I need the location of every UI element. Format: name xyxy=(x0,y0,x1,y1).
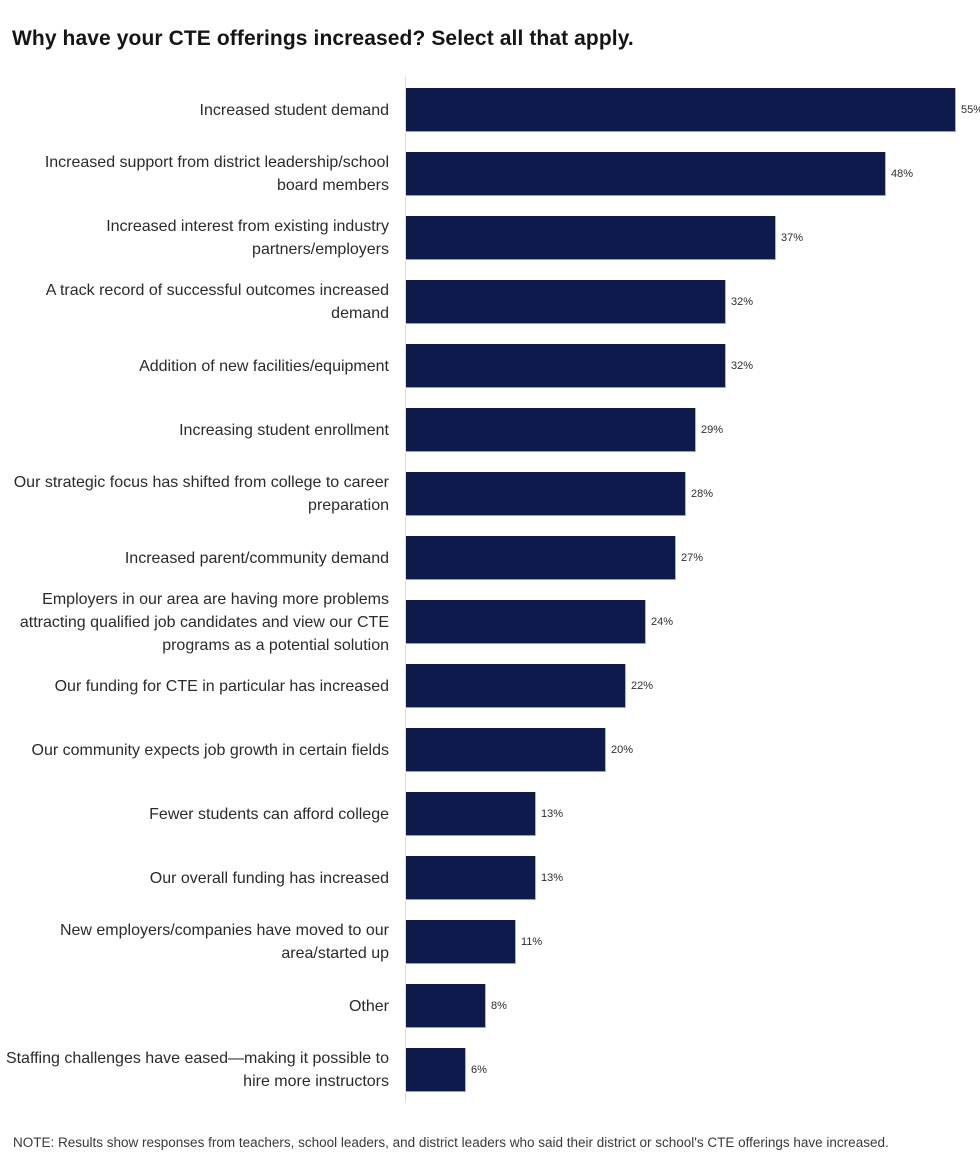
bar xyxy=(406,344,726,388)
value-label: 32% xyxy=(731,360,754,372)
bar-row: A track record of successful outcomes in… xyxy=(0,270,980,334)
category-label: Our overall funding has increased xyxy=(149,869,389,887)
value-label: 27% xyxy=(681,552,704,564)
bar xyxy=(406,664,626,708)
bar-row: Employers in our area are having more pr… xyxy=(0,590,980,654)
bar xyxy=(406,600,646,644)
bar xyxy=(406,152,886,196)
value-label: 11% xyxy=(521,936,543,948)
category-label: Other xyxy=(348,997,389,1015)
bar xyxy=(406,280,726,324)
bar-row: Staffing challenges have eased—making it… xyxy=(0,1038,980,1102)
value-label: 32% xyxy=(731,296,754,308)
note-text: NOTE: Results show responses from teache… xyxy=(13,1135,889,1150)
category-label: New employers/companies have moved to ou… xyxy=(59,922,389,962)
value-label: 55% xyxy=(961,104,980,116)
bar xyxy=(406,472,686,516)
category-label: Employers in our area are having more pr… xyxy=(19,590,389,654)
bar-row: New employers/companies have moved to ou… xyxy=(0,910,980,974)
bar-row: Increased interest from existing industr… xyxy=(0,206,980,270)
bar-row: Increased student demand 55% xyxy=(0,78,980,142)
bar-cell: 32% xyxy=(406,334,980,398)
bar xyxy=(406,792,536,836)
value-label: 13% xyxy=(541,808,564,820)
bar-row: Increased support from district leadersh… xyxy=(0,142,980,206)
bar-row: Increasing student enrollment 29% xyxy=(0,398,980,462)
value-label: 28% xyxy=(691,488,714,500)
category-label: Our funding for CTE in particular has in… xyxy=(54,677,389,695)
bar xyxy=(406,536,676,580)
category-label: Addition of new facilities/equipment xyxy=(139,357,389,375)
bar-cell: 24% xyxy=(406,590,980,654)
bar-cell: 20% xyxy=(406,718,980,782)
value-label: 37% xyxy=(781,232,804,244)
bar-cell: 37% xyxy=(406,206,980,270)
bar xyxy=(406,856,536,900)
value-label: 24% xyxy=(651,616,674,628)
category-label: Increasing student enrollment xyxy=(179,421,389,439)
bar-row: Our strategic focus has shifted from col… xyxy=(0,462,980,526)
bar xyxy=(406,1048,466,1092)
value-label: 8% xyxy=(491,1000,507,1012)
bar-cell: 55% xyxy=(406,78,980,142)
bar xyxy=(406,408,696,452)
category-label: A track record of successful outcomes in… xyxy=(45,282,389,322)
category-label: Our community expects job growth in cert… xyxy=(31,741,389,759)
bar-cell: 22% xyxy=(406,654,980,718)
bar-row: Addition of new facilities/equipment 32% xyxy=(0,334,980,398)
category-label: Staffing challenges have eased—making it… xyxy=(5,1050,389,1090)
bar-cell: 32% xyxy=(406,270,980,334)
bar xyxy=(406,88,956,132)
bar xyxy=(406,216,776,260)
bar-cell: 6% xyxy=(406,1038,980,1102)
bar-cell: 13% xyxy=(406,782,980,846)
bar-cell: 11% xyxy=(406,910,980,974)
value-label: 13% xyxy=(541,872,564,884)
chart-title: Why have your CTE offerings increased? S… xyxy=(12,27,634,50)
bar-rows: Increased student demand 55% Increased sup… xyxy=(0,78,980,1102)
value-label: 20% xyxy=(611,744,634,756)
bar-cell: 48% xyxy=(406,142,980,206)
bar-cell: 13% xyxy=(406,846,980,910)
bar-row: Our community expects job growth in cert… xyxy=(0,718,980,782)
category-label: Our strategic focus has shifted from col… xyxy=(13,474,389,514)
category-label: Increased support from district leadersh… xyxy=(44,154,389,194)
bar-cell: 8% xyxy=(406,974,980,1038)
bar-row: Fewer students can afford college 13% xyxy=(0,782,980,846)
bar xyxy=(406,728,606,772)
bar-row: Increased parent/community demand 27% xyxy=(0,526,980,590)
category-label: Increased parent/community demand xyxy=(124,549,389,567)
value-label: 29% xyxy=(701,424,724,436)
bar-cell: 27% xyxy=(406,526,980,590)
category-label: Increased student demand xyxy=(199,101,389,119)
bar-row: Other 8% xyxy=(0,974,980,1038)
value-label: 48% xyxy=(891,168,914,180)
y-axis-line xyxy=(405,76,406,1103)
category-label: Increased interest from existing industr… xyxy=(106,218,389,258)
value-label: 22% xyxy=(631,680,654,692)
bar-cell: 29% xyxy=(406,398,980,462)
bar-row: Our funding for CTE in particular has in… xyxy=(0,654,980,718)
category-label: Fewer students can afford college xyxy=(149,805,389,823)
bar-cell: 28% xyxy=(406,462,980,526)
bar xyxy=(406,920,516,964)
bar-row: Our overall funding has increased 13% xyxy=(0,846,980,910)
bar xyxy=(406,984,486,1028)
value-label: 6% xyxy=(471,1064,487,1076)
